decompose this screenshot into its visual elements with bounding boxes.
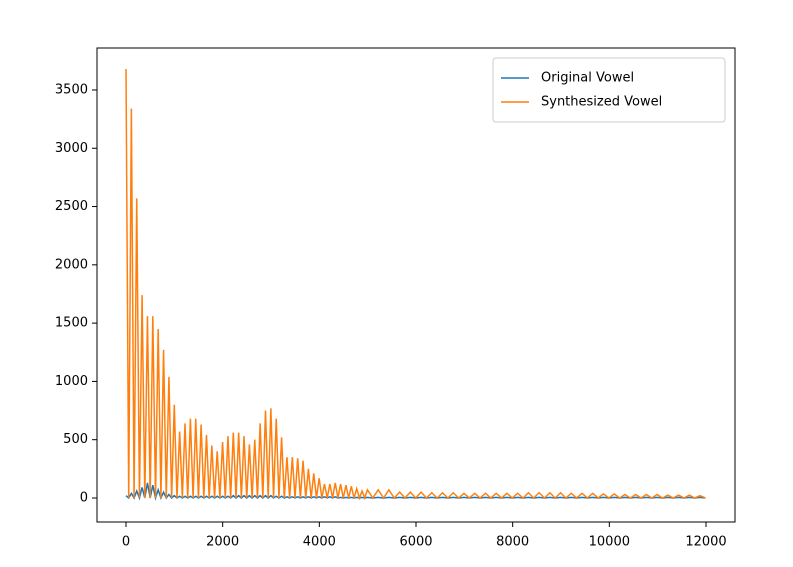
y-tick-label: 1000	[55, 374, 88, 389]
x-tick-label: 2000	[206, 535, 239, 550]
y-tick-label: 3000	[55, 141, 88, 156]
x-tick-label: 10000	[589, 535, 630, 550]
x-tick-label: 8000	[496, 535, 529, 550]
line	[125, 482, 706, 501]
axes-frame	[96, 47, 736, 523]
legend-label: Synthesized Vowel	[541, 95, 662, 110]
x-tick-label: 0	[122, 535, 130, 550]
line	[125, 68, 706, 501]
x-tick-label: 12000	[685, 535, 726, 550]
y-tick-label: 2000	[55, 257, 88, 272]
x-tick-label: 4000	[303, 535, 336, 550]
x-tick-label: 6000	[399, 535, 432, 550]
y-tick-label: 500	[63, 432, 88, 447]
legend-label: Original Vowel	[541, 71, 634, 86]
y-tick-label: 3500	[55, 82, 88, 97]
legend-box	[492, 57, 726, 123]
y-tick-label: 1500	[55, 316, 88, 331]
y-tick-label: 0	[80, 490, 88, 505]
y-tick-label: 2500	[55, 199, 88, 214]
